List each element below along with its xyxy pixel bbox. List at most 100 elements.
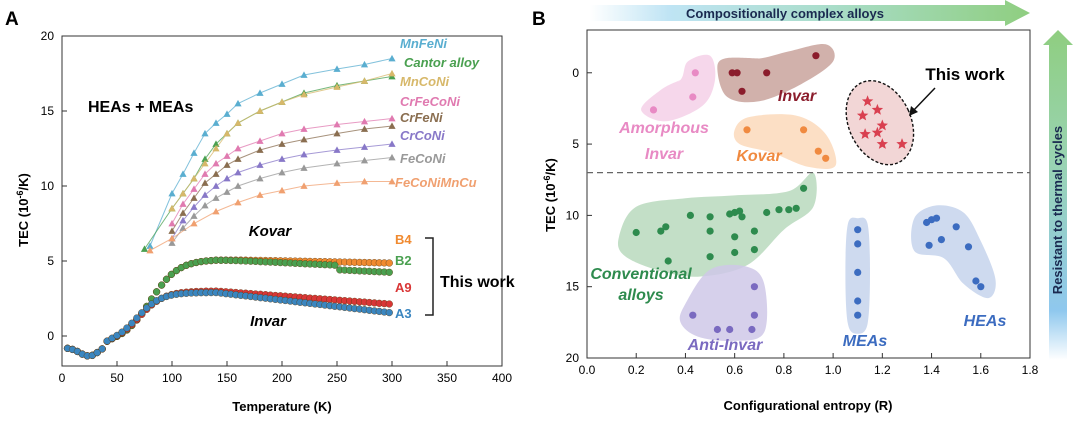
a-lit-marker: [234, 155, 242, 162]
a-lit-marker: [212, 170, 220, 177]
a-x-tick-label: 200: [272, 371, 292, 385]
a-lit-marker: [190, 174, 198, 182]
a-work-marker: [385, 259, 393, 267]
a-lit-marker: [212, 159, 220, 167]
panel-a-this-work-series: B4 B2 A9 A3: [63, 232, 412, 360]
a-lit-marker: [333, 159, 341, 167]
a-lit-marker: [212, 207, 220, 215]
a-x-tick-label: 400: [492, 371, 512, 385]
this-work-pointer: [911, 87, 936, 113]
a-lit-marker: [333, 129, 341, 137]
b-point: [854, 297, 862, 305]
this-work-bracket: [425, 237, 434, 316]
this-work-region: [845, 80, 915, 166]
b-point: [731, 248, 739, 257]
b-this-work-star: [856, 109, 869, 121]
b-y-tick-label: 0: [572, 66, 579, 80]
this-work-label-a: This work: [440, 274, 515, 291]
b-point: [763, 69, 771, 77]
b-x-tick-label: 0.2: [628, 363, 645, 377]
b-point: [854, 240, 862, 248]
a-work-series-label: A3: [395, 306, 412, 321]
a-lit-series-label: MnFeNi: [400, 36, 447, 51]
a-lit-marker: [168, 239, 176, 246]
a-x-tick-label: 0: [59, 371, 66, 385]
a-work-marker: [143, 304, 151, 312]
a-lit-marker: [179, 189, 187, 197]
a-lit-marker: [234, 198, 242, 206]
b-x-tick-label: 1.6: [972, 363, 989, 377]
a-lit-marker: [278, 155, 286, 162]
a-lit-series-label: CrFeCoNi: [400, 94, 460, 109]
a-lit-series-label: FeCoNi: [400, 151, 446, 166]
b-point: [854, 311, 862, 319]
b-point: [937, 236, 946, 244]
b-this-work-star: [876, 119, 888, 131]
a-lit-marker: [223, 161, 231, 168]
b-x-tick-label: 1.4: [923, 363, 940, 377]
a-work-marker: [113, 331, 121, 340]
b-point: [750, 311, 759, 319]
b-region-conventional-alloys: [617, 172, 817, 277]
a-lit-marker: [360, 117, 369, 125]
b-point: [632, 228, 640, 237]
a-lit-marker: [360, 143, 369, 150]
b-group-label: MEAs: [843, 333, 888, 350]
b-point: [738, 213, 746, 221]
panel-b-y-axis-title: TEC (10-6/K): [542, 158, 558, 232]
b-region-anti-invar: [679, 264, 768, 342]
a-lit-marker: [223, 174, 231, 182]
b-point: [800, 126, 808, 134]
a-lit-marker: [234, 144, 242, 152]
a-lit-marker: [223, 152, 231, 159]
b-group-label: Kovar: [736, 148, 782, 165]
b-point: [649, 106, 658, 114]
a-work-marker: [123, 324, 131, 332]
a-lit-marker: [179, 200, 187, 207]
b-y-tick-label: 10: [566, 208, 580, 222]
panel-a: A 0 50 100 150 200 250 300 350 400 0 5 10 15 20 MnFeN…: [5, 9, 515, 414]
a-lit-marker: [223, 110, 231, 117]
a-lit-marker: [201, 179, 209, 186]
a-lit-marker: [256, 191, 264, 198]
a-lit-marker: [278, 80, 286, 87]
b-point: [854, 226, 862, 234]
b-point: [731, 233, 739, 241]
a-x-tick-label: 100: [162, 371, 182, 385]
b-this-work-star: [871, 126, 884, 138]
panel-b-plot-frame: [586, 29, 1031, 359]
a-lit-marker: [360, 77, 369, 84]
a-lit-marker: [256, 137, 264, 144]
b-point: [932, 214, 941, 222]
a-lit-marker: [212, 144, 220, 152]
a-lit-marker: [300, 164, 308, 171]
a-lit-marker: [300, 182, 308, 189]
compositionally-complex-label: Compositionally complex alloys: [686, 6, 884, 21]
b-point: [726, 325, 734, 334]
b-point: [706, 213, 714, 221]
b-x-tick-label: 0.4: [677, 363, 694, 377]
a-lit-marker: [234, 182, 242, 189]
a-lit-marker: [212, 119, 220, 126]
a-work-marker: [133, 314, 141, 322]
a-lit-marker: [300, 125, 308, 132]
a-y-tick-label: 15: [41, 104, 55, 118]
b-x-tick-label: 1.2: [874, 363, 891, 377]
b-point: [822, 154, 830, 162]
this-work-arrowhead: [909, 106, 918, 116]
a-lit-marker: [388, 114, 396, 122]
panel-a-axes: 0 50 100 150 200 250 300 350 400 0 5 10 15 20: [41, 29, 513, 385]
b-point: [706, 227, 714, 235]
a-x-tick-label: 300: [382, 371, 402, 385]
b-group-label: Conventional: [590, 266, 692, 283]
b-point: [691, 69, 699, 77]
kovar-label: Kovar: [249, 223, 293, 240]
a-lit-marker: [190, 149, 198, 156]
b-point: [952, 223, 960, 231]
a-lit-marker: [190, 219, 198, 227]
panel-b-axes: 0.0 0.2 0.4 0.6 0.8 1.0 1.2 1.4 1.6 1.8 0 5 10 15 20: [566, 66, 1039, 377]
a-lit-marker: [256, 161, 264, 168]
a-lit-marker: [278, 186, 286, 194]
a-lit-marker: [146, 242, 154, 249]
